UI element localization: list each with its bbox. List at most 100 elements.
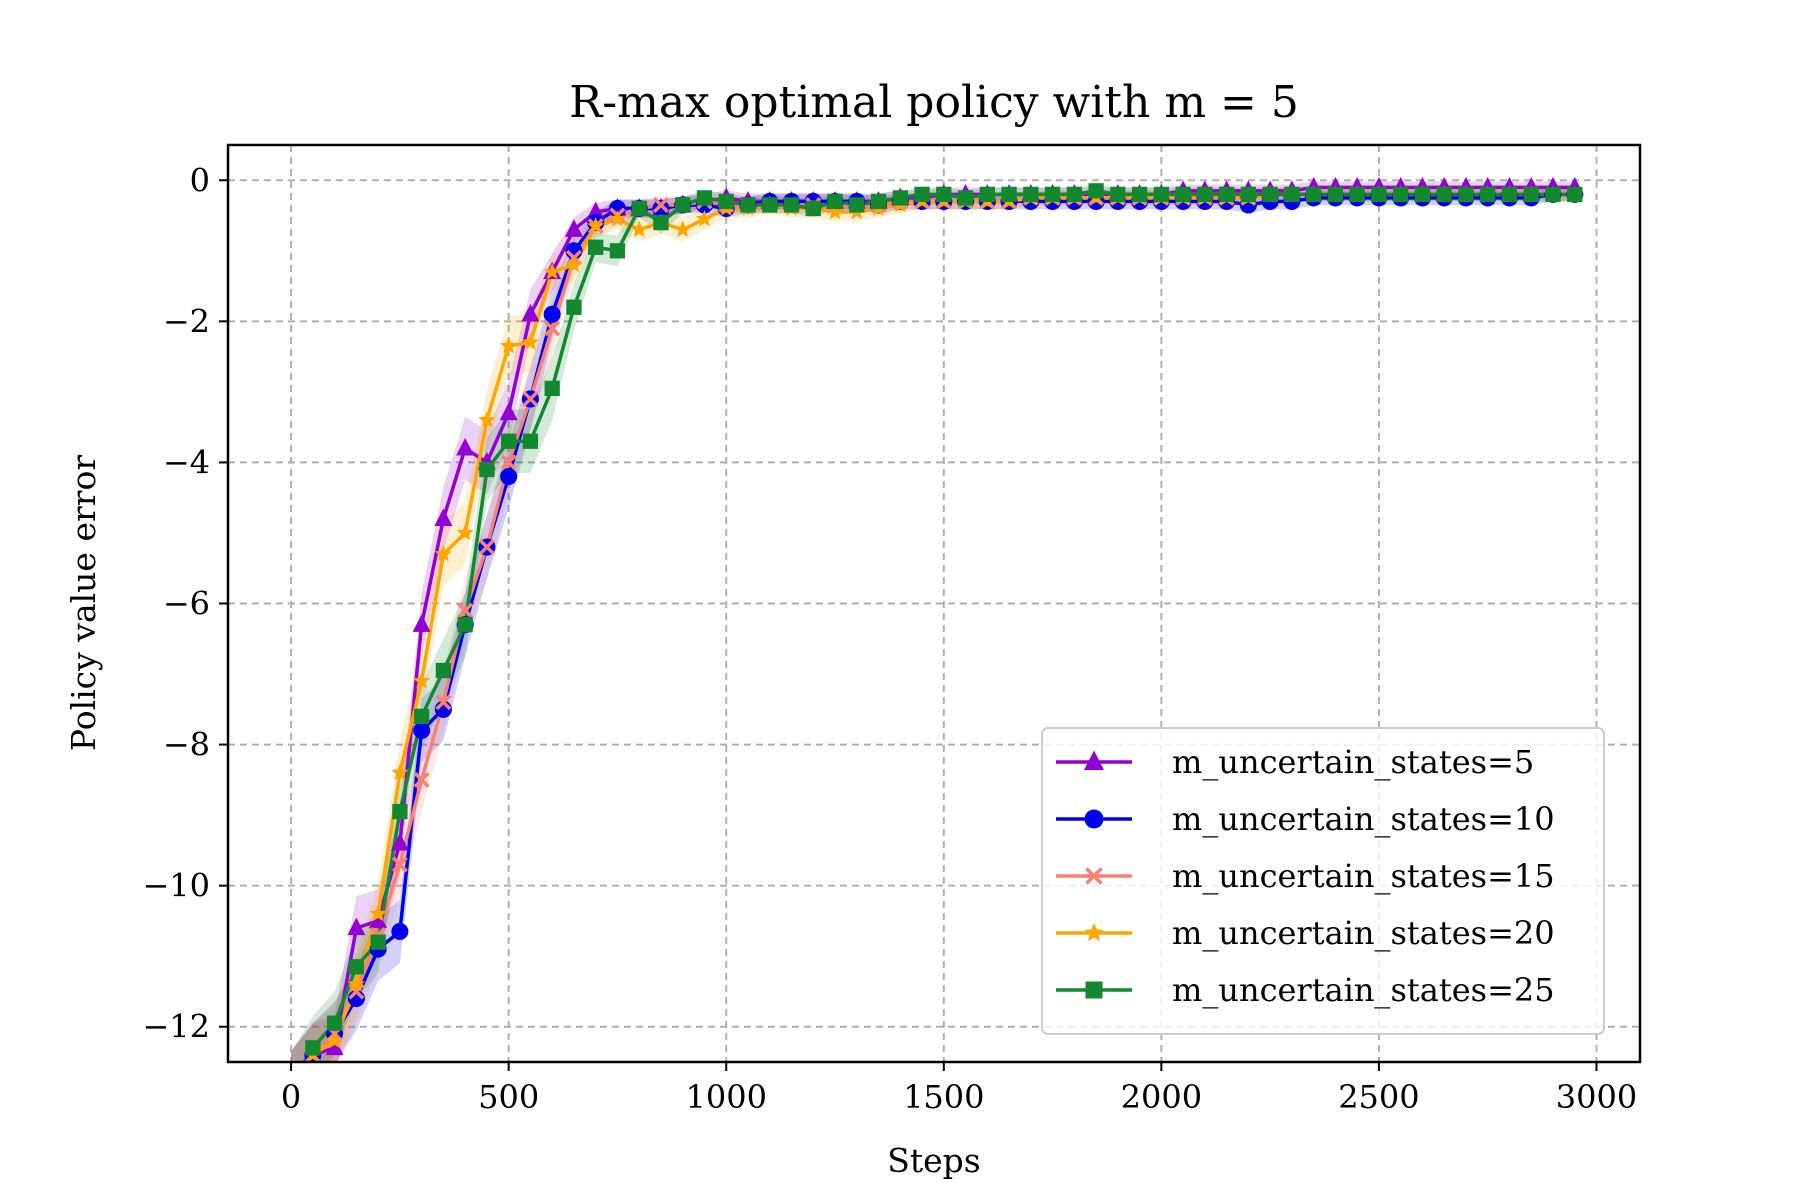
data-point — [1284, 186, 1300, 203]
data-point — [979, 186, 995, 203]
data-point — [457, 617, 473, 633]
data-point — [586, 201, 605, 220]
legend-marker — [1085, 981, 1103, 999]
data-point — [1066, 186, 1082, 203]
data-point — [521, 333, 539, 350]
data-point — [587, 217, 605, 234]
data-point — [370, 934, 386, 950]
data-point — [412, 614, 431, 632]
y-tick-label: −12 — [142, 1008, 210, 1046]
data-point — [478, 411, 496, 428]
data-point — [564, 219, 583, 237]
x-axis-label: Steps — [887, 1141, 980, 1180]
x-tick-label: 500 — [478, 1078, 539, 1116]
y-tick-label: −4 — [163, 443, 210, 481]
data-point — [390, 832, 409, 851]
x-tick-label: 2000 — [1121, 1078, 1202, 1116]
data-point — [500, 467, 518, 486]
data-point — [1044, 186, 1061, 203]
legend-label: m_uncertain_states=25 — [1172, 971, 1555, 1009]
data-point — [413, 721, 431, 740]
data-point — [543, 305, 561, 323]
data-point — [1393, 186, 1409, 203]
data-point — [305, 1040, 321, 1056]
data-point — [1001, 186, 1017, 203]
data-point — [434, 508, 453, 527]
data-point — [1327, 186, 1344, 203]
data-point — [566, 299, 582, 315]
data-point — [653, 214, 669, 231]
data-point — [435, 694, 452, 711]
data-point — [435, 662, 452, 679]
data-point — [652, 196, 669, 213]
data-point — [347, 917, 366, 936]
data-point — [1458, 186, 1474, 203]
series-markers — [303, 176, 1584, 1062]
data-point — [521, 303, 540, 322]
data-point — [1567, 186, 1583, 203]
y-tick-label: −2 — [163, 302, 210, 340]
data-point — [957, 190, 974, 206]
data-point — [718, 193, 734, 210]
legend-marker — [1084, 750, 1104, 770]
data-point — [325, 1037, 344, 1056]
data-point — [544, 320, 561, 337]
data-point — [609, 243, 626, 259]
legend-label: m_uncertain_states=10 — [1172, 800, 1555, 838]
data-point — [849, 197, 865, 213]
chart-title: R-max optimal policy with m = 5 — [569, 77, 1299, 128]
data-point — [695, 210, 714, 227]
data-point — [1110, 186, 1126, 203]
data-point — [326, 1031, 344, 1049]
legend-marker — [1085, 867, 1103, 885]
y-axis-ticks: 0 −2 −4 −6 −8 −10 −12 — [142, 161, 228, 1046]
legend: m_uncertain_states=5 m_uncertain_states=1… — [1041, 727, 1605, 1035]
data-point — [478, 539, 495, 556]
data-point — [1088, 183, 1104, 199]
x-tick-label: 0 — [281, 1078, 301, 1116]
grid — [228, 145, 1640, 1062]
data-point — [326, 1015, 343, 1031]
data-point — [674, 220, 692, 237]
data-point — [500, 337, 518, 354]
data-point — [1501, 186, 1518, 203]
y-tick-label: 0 — [190, 161, 210, 199]
data-point — [675, 197, 691, 213]
data-point — [543, 262, 561, 280]
data-point — [369, 904, 387, 922]
data-point — [1523, 186, 1539, 203]
data-point — [1262, 186, 1278, 203]
y-tick-label: −10 — [142, 867, 210, 905]
data-point — [1153, 186, 1170, 203]
x-tick-label: 1000 — [686, 1078, 767, 1116]
legend-marker — [1084, 923, 1104, 942]
data-point — [391, 763, 409, 781]
data-point — [348, 983, 365, 1000]
data-point — [413, 771, 430, 788]
data-point — [652, 199, 670, 218]
data-point — [544, 380, 560, 397]
data-point — [1023, 186, 1039, 203]
data-point — [500, 454, 517, 471]
data-point — [565, 255, 583, 273]
data-point — [413, 708, 430, 725]
data-point — [1414, 186, 1431, 203]
data-point — [391, 922, 409, 941]
data-point — [413, 672, 431, 689]
data-point — [1218, 186, 1235, 203]
data-point — [805, 200, 821, 217]
data-point — [1371, 186, 1387, 203]
y-axis-label: Policy value error — [64, 455, 103, 752]
data-point — [1545, 186, 1561, 203]
data-point — [1197, 186, 1213, 203]
data-point — [1480, 186, 1496, 203]
y-tick-label: −6 — [163, 585, 210, 623]
data-point — [892, 190, 908, 206]
x-axis-ticks: 0 500 1000 1500 2000 2500 3000 — [281, 1062, 1637, 1116]
data-point — [499, 402, 518, 421]
legend-label: m_uncertain_states=20 — [1172, 914, 1555, 952]
data-point — [936, 186, 952, 203]
data-point — [588, 239, 604, 255]
data-point — [347, 975, 365, 992]
